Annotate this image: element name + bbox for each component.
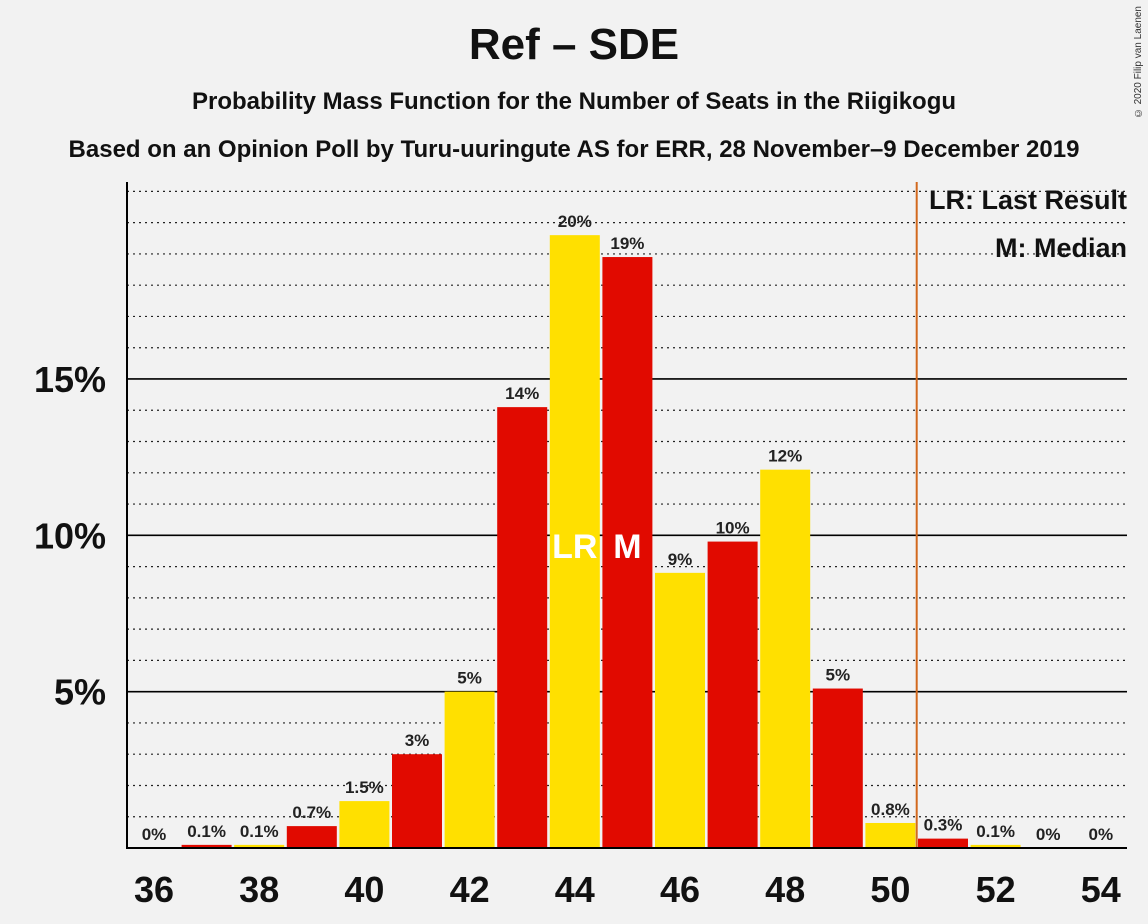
bar-value-label: 12% bbox=[768, 447, 802, 466]
x-tick-label: 52 bbox=[976, 869, 1016, 910]
bar-value-label: 1.5% bbox=[345, 778, 384, 797]
x-tick-label: 42 bbox=[450, 869, 490, 910]
bar-value-label: 0% bbox=[1089, 825, 1114, 844]
bar-value-label: 10% bbox=[716, 519, 750, 538]
y-tick-label: 15% bbox=[34, 359, 106, 400]
bar-value-label: 5% bbox=[826, 666, 851, 685]
bar-value-label: 0.1% bbox=[240, 822, 279, 841]
bar-value-label: 20% bbox=[558, 212, 592, 231]
x-tick-label: 36 bbox=[134, 869, 174, 910]
bar-value-label: 0% bbox=[142, 825, 167, 844]
bar-seat-42 bbox=[444, 691, 495, 848]
x-tick-label: 46 bbox=[660, 869, 700, 910]
bar-seat-43 bbox=[497, 407, 548, 848]
bar-seat-50 bbox=[865, 822, 916, 848]
chart-source: Based on an Opinion Poll by Turu-uuringu… bbox=[68, 136, 1080, 163]
bar-seat-40 bbox=[339, 801, 390, 848]
bar-seat-48 bbox=[760, 469, 811, 848]
legend-median: M: Median bbox=[995, 233, 1127, 263]
bar-seat-41 bbox=[392, 754, 442, 848]
bar-seat-51 bbox=[918, 838, 968, 848]
bar-value-label: 9% bbox=[668, 550, 693, 569]
x-tick-label: 40 bbox=[344, 869, 384, 910]
bar-value-label: 14% bbox=[505, 384, 539, 403]
y-tick-label: 10% bbox=[34, 515, 106, 556]
last-result-marker: LR bbox=[552, 528, 597, 566]
bar-seat-52 bbox=[970, 844, 1021, 848]
bar-seat-45 bbox=[602, 257, 653, 849]
bar-seat-39 bbox=[286, 826, 337, 848]
bar-value-label: 0.7% bbox=[292, 803, 331, 822]
legend-last-result: LR: Last Result bbox=[929, 185, 1127, 215]
bar-seat-49 bbox=[812, 688, 863, 848]
bar-seat-44 bbox=[549, 235, 600, 849]
x-tick-label: 50 bbox=[870, 869, 910, 910]
x-tick-label: 38 bbox=[239, 869, 279, 910]
x-tick-label: 44 bbox=[555, 869, 595, 910]
bar-value-label: 19% bbox=[610, 234, 644, 253]
median-marker: M bbox=[613, 528, 641, 566]
bar-value-label: 0.1% bbox=[187, 822, 226, 841]
x-tick-label: 48 bbox=[765, 869, 805, 910]
y-tick-label: 5% bbox=[54, 672, 106, 713]
bar-value-label: 5% bbox=[457, 669, 482, 688]
bar-seat-37 bbox=[181, 844, 232, 848]
bar-value-label: 0.3% bbox=[924, 816, 963, 835]
x-tick-label: 54 bbox=[1081, 869, 1121, 910]
bar-value-label: 0.8% bbox=[871, 800, 910, 819]
bar-seat-47 bbox=[707, 541, 758, 848]
bar-seat-46 bbox=[655, 572, 705, 848]
chart-title: Ref – SDE bbox=[468, 20, 680, 69]
bar-value-label: 0.1% bbox=[976, 822, 1015, 841]
bar-value-label: 0% bbox=[1036, 825, 1061, 844]
chart-subtitle: Probability Mass Function for the Number… bbox=[191, 88, 957, 115]
bar-value-label: 3% bbox=[405, 731, 430, 750]
bar-seat-38 bbox=[234, 844, 285, 848]
